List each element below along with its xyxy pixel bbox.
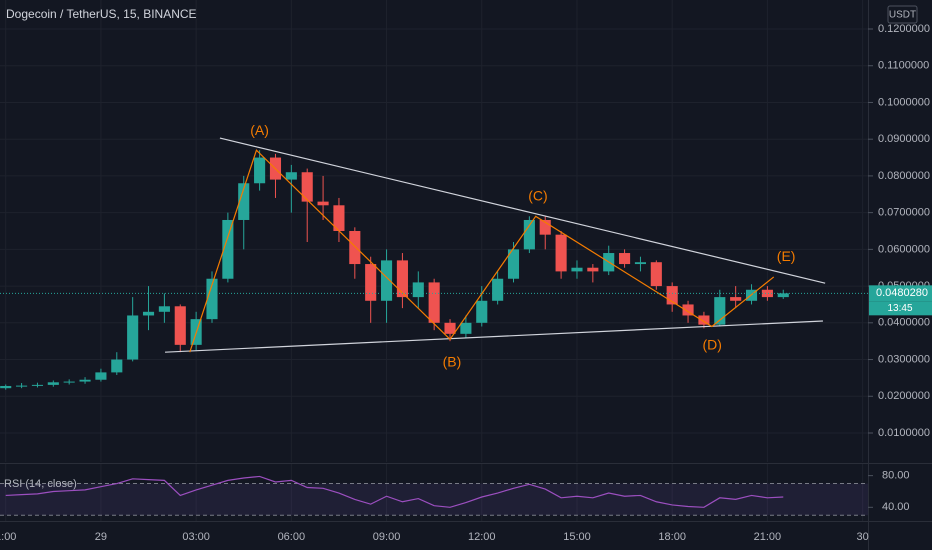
candle-body: [634, 262, 647, 265]
candle-body: [380, 260, 393, 301]
y-tick-label: 0.1100000: [878, 60, 929, 72]
x-tick-label: 18:00: [658, 531, 686, 543]
candle-body: [714, 297, 726, 325]
candle-body: [730, 297, 742, 301]
candle-body: [127, 315, 139, 360]
candle-body: [79, 379, 91, 382]
wave-label: (E): [777, 248, 796, 264]
y-tick-label: 0.0100000: [878, 427, 930, 439]
grid: [0, 0, 868, 521]
candle-body: [761, 289, 773, 298]
y-tick-label: 0.0800000: [878, 170, 930, 182]
candle-body: [587, 267, 599, 272]
y-tick-label: 0.0900000: [878, 133, 930, 145]
candle-body: [523, 219, 535, 250]
y-tick-label: 0.0600000: [878, 243, 930, 255]
y-tick-label: 0.1200000: [878, 23, 930, 35]
rsi-title: RSI (14, close): [4, 478, 77, 490]
last-price-badge: [869, 285, 932, 302]
y-tick-label: 80.00: [882, 470, 910, 482]
wave-label: (A): [250, 122, 269, 138]
candle-body: [444, 322, 456, 334]
last-price-label: 0.0480280: [876, 287, 928, 299]
y-tick-label: 0.1000000: [878, 96, 930, 108]
currency[interactable]: USDT: [889, 10, 916, 21]
currency-box[interactable]: [887, 5, 918, 24]
candle-body: [301, 172, 313, 202]
countdown-badge: [869, 301, 932, 316]
candle-body: [555, 234, 567, 272]
candle-body: [650, 262, 662, 287]
rsi-line: [5, 475, 784, 508]
x-tick-label: 15:00: [563, 531, 591, 543]
candle-body: [16, 385, 28, 387]
candle-body: [460, 322, 472, 334]
overlay: 1:00 29 03:00 06:00 09:00 12:00 15:00 18:00 21:0…: [0, 23, 932, 543]
x-tick-label: 12:00: [468, 531, 496, 543]
candle-body: [31, 384, 44, 386]
candle-body: [619, 253, 631, 265]
candle-body: [428, 282, 440, 323]
candle-body: [492, 278, 504, 301]
candle-body: [63, 381, 75, 383]
candle-body: [254, 157, 266, 184]
candle-body: [174, 306, 186, 345]
wave-line: [189, 149, 775, 353]
candle-body: [507, 249, 520, 279]
candle-body: [349, 231, 361, 265]
marks: [0, 150, 789, 508]
countdown: 13:45: [887, 303, 912, 314]
candle-body: [47, 382, 59, 385]
wave-label: (B): [443, 354, 462, 370]
trend-line: [219, 137, 826, 284]
y-tick-label: 40.00: [882, 501, 910, 513]
candle-body: [158, 306, 170, 312]
candle-body: [111, 359, 123, 373]
rsi-band-fill: [0, 483, 868, 516]
candle-body: [206, 278, 218, 320]
candle-body: [142, 311, 155, 316]
candle-body: [0, 385, 12, 389]
candle-body: [571, 267, 583, 272]
candle-body: [222, 219, 234, 279]
x-tick-label: 1:00: [0, 531, 16, 543]
candle-body: [365, 264, 377, 301]
y-tick-label: 0.0300000: [878, 353, 930, 365]
chart-title: Dogecoin / TetherUS, 15, BINANCE: [6, 7, 197, 21]
x-tick-label: 21:00: [754, 531, 782, 543]
wave-label: (D): [702, 337, 721, 353]
candle-body: [539, 219, 551, 235]
candle-body: [285, 172, 297, 180]
candle-body: [682, 304, 694, 316]
trend-line: [165, 320, 823, 353]
candle-body: [698, 315, 710, 325]
wave-label: (C): [528, 188, 547, 204]
candle-body: [333, 205, 345, 231]
candle-body: [396, 260, 408, 298]
y-tick-label: 0.0200000: [878, 390, 930, 402]
x-tick-label: 29: [95, 531, 107, 543]
y-tick-label: 0.0700000: [878, 207, 930, 219]
x-tick-label: 06:00: [278, 531, 306, 543]
x-tick-label: 30: [856, 531, 868, 543]
candle-body: [412, 282, 424, 298]
candle-body: [317, 201, 329, 206]
x-tick-label: 09:00: [373, 531, 401, 543]
candle-body: [777, 293, 789, 298]
y-tick-label: 0.0400000: [878, 317, 930, 329]
candle-body: [95, 372, 107, 380]
candle-body: [476, 300, 488, 323]
candle-body: [238, 183, 250, 220]
x-tick-label: 03:00: [182, 531, 210, 543]
candle-body: [666, 286, 678, 305]
